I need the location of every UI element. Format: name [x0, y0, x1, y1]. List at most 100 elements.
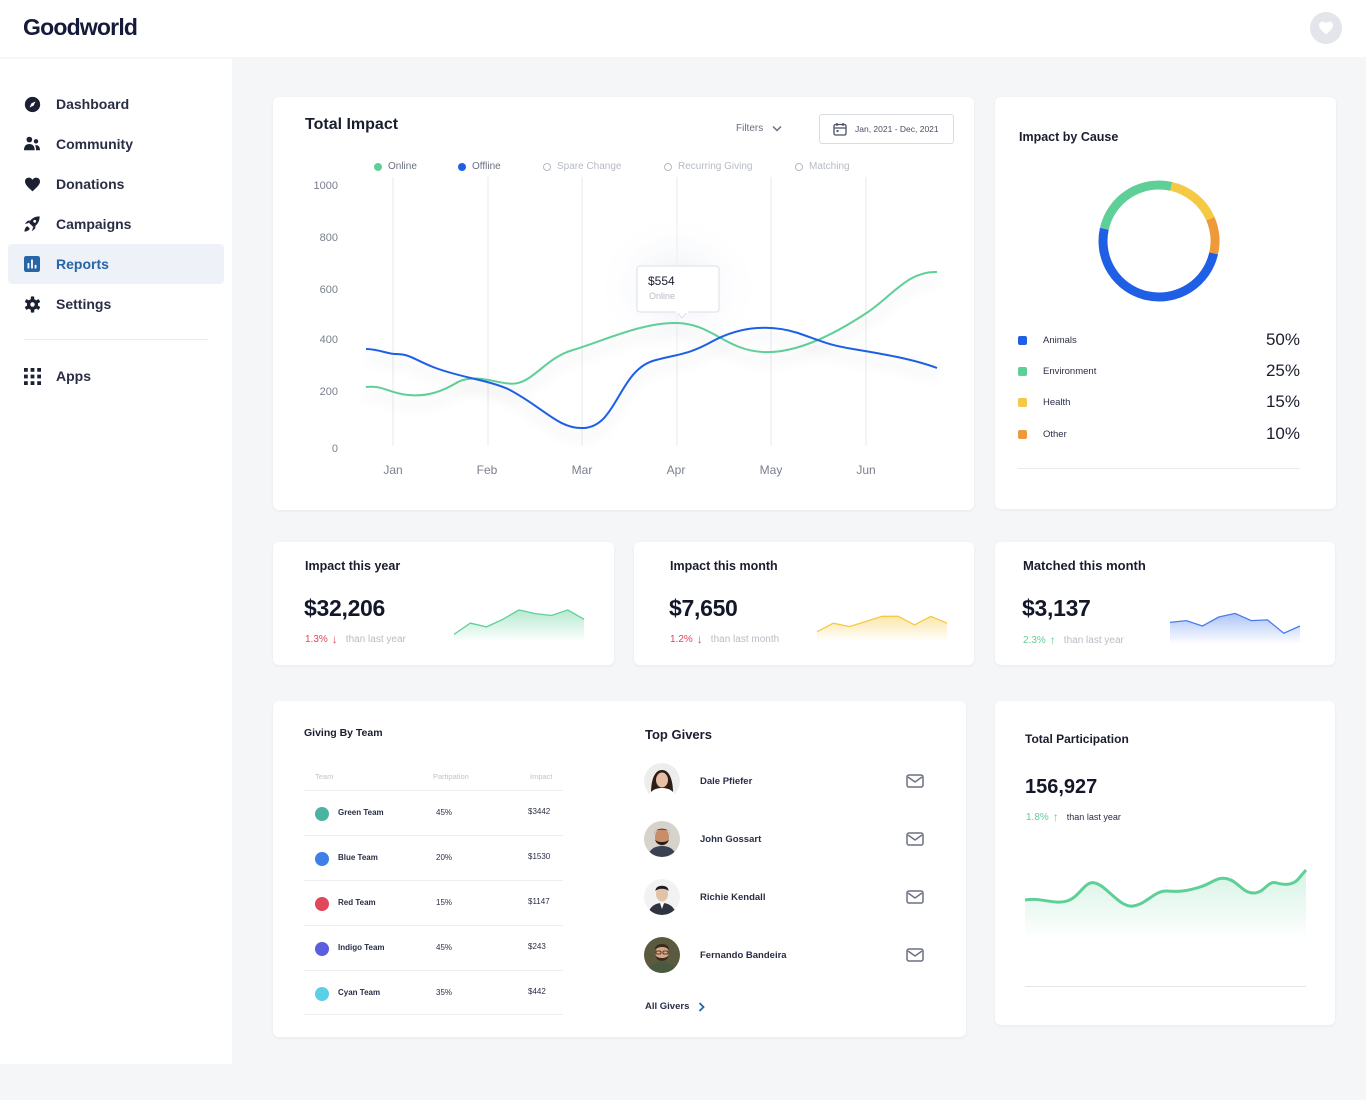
legend-online[interactable]: Online	[374, 161, 417, 172]
team-row[interactable]: Red Team 15% $1147	[304, 880, 563, 925]
cause-percent: 15%	[1265, 392, 1300, 411]
legend-spare-change[interactable]: Spare Change	[543, 161, 622, 172]
stat-comparison: than last year	[1063, 634, 1124, 646]
tooltip-pointer-mask	[676, 311, 688, 313]
team-participation: 20%	[436, 853, 453, 862]
team-row[interactable]: Indigo Team 45% $243	[304, 925, 563, 970]
team-color-dot	[315, 852, 329, 866]
team-color-dot	[315, 987, 329, 1001]
user-menu-button[interactable]	[1310, 12, 1342, 44]
team-name: Green Team	[338, 808, 384, 817]
donut-slice-other[interactable]	[1206, 216, 1220, 255]
all-givers-link[interactable]: All Givers	[645, 1001, 706, 1012]
giver-row[interactable]: Dale Pfiefer	[644, 761, 934, 801]
cause-name: Environment	[1043, 365, 1097, 377]
giver-row[interactable]: Richie Kendall	[644, 877, 934, 917]
participation-change: 1.8% ↑ than last year	[1026, 810, 1121, 824]
date-range-picker[interactable]: Jan, 2021 - Dec, 2021	[819, 114, 954, 144]
team-impact: $243	[528, 942, 546, 951]
team-name: Red Team	[338, 898, 376, 907]
cause-row-environment: Environment 25%	[1018, 361, 1300, 381]
cause-row-animals: Animals 50%	[1018, 330, 1300, 350]
filters-dropdown[interactable]: Filters	[736, 123, 782, 134]
giver-row[interactable]: John Gossart	[644, 819, 934, 859]
cause-row-health: Health 15%	[1018, 392, 1300, 412]
mail-icon[interactable]	[906, 831, 924, 847]
donut-slice-environment[interactable]	[1099, 180, 1173, 230]
y-tick: 800	[319, 232, 338, 244]
stat-title: Impact this month	[670, 559, 778, 573]
y-tick: 1000	[313, 180, 338, 192]
tooltip-value: $554	[648, 274, 675, 288]
x-tick: Feb	[476, 463, 498, 477]
team-givers-card	[273, 701, 966, 1037]
team-row[interactable]: Cyan Team 35% $442	[304, 970, 563, 1015]
users-icon	[23, 135, 41, 153]
cause-name: Animals	[1043, 334, 1077, 346]
donut-slice-health[interactable]	[1170, 181, 1215, 221]
sidebar-item-dashboard[interactable]: Dashboard	[8, 84, 224, 124]
legend-swatch	[1018, 429, 1027, 439]
team-row[interactable]: Blue Team 20% $1530	[304, 835, 563, 880]
arrow-up-icon: ↑	[1052, 810, 1059, 824]
legend-label: Matching	[809, 161, 850, 172]
sidebar-item-settings[interactable]: Settings	[8, 284, 224, 324]
stat-title: Matched this month	[1023, 558, 1146, 573]
cause-name: Health	[1043, 396, 1071, 408]
tooltip-box	[636, 265, 720, 313]
app-logo[interactable]: Goodworld	[23, 14, 138, 40]
participation-line	[1025, 869, 1307, 908]
chevron-down-icon	[772, 125, 782, 132]
sidebar: Dashboard Community Donations Campaigns …	[0, 59, 232, 1064]
stat-title: Impact this year	[305, 559, 401, 573]
team-row[interactable]: Green Team 45% $3442	[304, 790, 563, 835]
sidebar-item-reports[interactable]: Reports	[8, 244, 224, 284]
giver-row[interactable]: Fernando Bandeira	[644, 935, 934, 975]
sparkline-line	[454, 609, 584, 635]
legend-recurring-giving[interactable]: Recurring Giving	[664, 161, 752, 172]
heart-icon	[1319, 21, 1333, 35]
team-name: Blue Team	[338, 853, 378, 862]
avatar	[644, 937, 680, 973]
sidebar-item-label: Donations	[56, 176, 125, 192]
team-color-dot	[315, 897, 329, 911]
series-online-line	[365, 270, 938, 397]
giver-name: John Gossart	[700, 834, 762, 845]
team-impact: $1530	[528, 852, 551, 861]
total-impact-chart	[365, 177, 938, 446]
y-tick: 200	[319, 386, 338, 398]
sidebar-item-label: Settings	[56, 296, 112, 312]
sidebar-item-donations[interactable]: Donations	[8, 164, 224, 204]
rocket-icon	[23, 215, 41, 233]
mail-icon[interactable]	[906, 947, 924, 963]
sidebar-divider	[24, 339, 208, 340]
legend-offline[interactable]: Offline	[458, 161, 501, 172]
legend-label: Spare Change	[557, 161, 622, 172]
gear-icon	[23, 295, 41, 313]
sidebar-item-label: Reports	[56, 256, 109, 272]
sparkline-month	[817, 615, 947, 642]
impact-by-cause-card	[995, 97, 1336, 509]
team-color-dot	[315, 807, 329, 821]
stat-comparison: than last year	[1066, 812, 1121, 822]
team-impact: $442	[528, 987, 546, 996]
mail-icon[interactable]	[906, 773, 924, 789]
filters-label: Filters	[736, 123, 764, 134]
col-header-impact: Impact	[530, 772, 553, 781]
team-participation: 15%	[436, 898, 453, 907]
y-tick: 0	[331, 443, 338, 455]
sidebar-item-community[interactable]: Community	[8, 124, 224, 164]
mail-icon[interactable]	[906, 889, 924, 905]
arrow-up-icon: ↑	[1049, 633, 1056, 647]
sidebar-item-campaigns[interactable]: Campaigns	[8, 204, 224, 244]
stat-value: $3,137	[1022, 595, 1091, 621]
col-header-participation: Partipation	[433, 772, 469, 781]
cause-name: Other	[1043, 428, 1067, 440]
stat-comparison: than last year	[345, 633, 406, 645]
donut-slice-animals[interactable]	[1098, 227, 1219, 302]
giver-name: Fernando Bandeira	[700, 950, 787, 961]
date-range-text: Jan, 2021 - Dec, 2021	[855, 124, 939, 134]
sidebar-item-apps[interactable]: Apps	[8, 356, 224, 396]
legend-matching[interactable]: Matching	[795, 161, 850, 172]
tooltip-pointer	[677, 312, 687, 319]
